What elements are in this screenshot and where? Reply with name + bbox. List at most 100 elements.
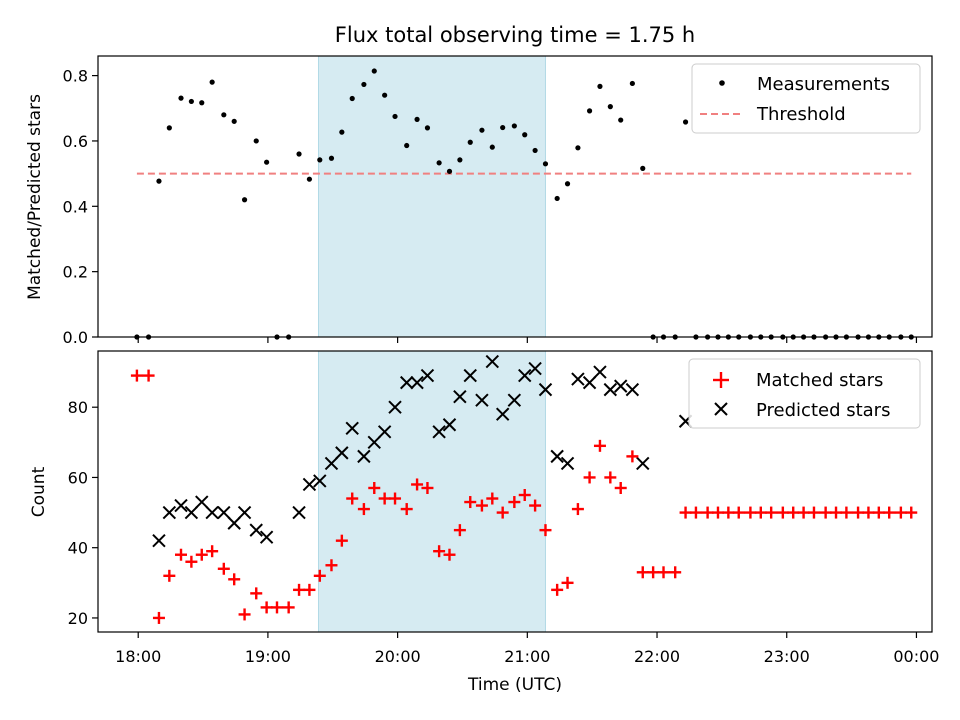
x-tick-label: 22:00	[634, 647, 680, 666]
matched-star-point	[238, 608, 251, 621]
predicted-star-point	[507, 393, 522, 407]
matched-star-point	[518, 489, 531, 502]
legend-matched-label: Matched stars	[756, 370, 883, 391]
y-tick-label: 0.8	[63, 67, 88, 86]
matched-star-point	[561, 576, 574, 589]
predicted-star-point	[420, 368, 435, 383]
predicted-star-stroke	[475, 393, 489, 407]
y-tick-label: 60	[68, 468, 88, 487]
predicted-star-point	[227, 516, 241, 530]
predicted-star-stroke	[614, 379, 628, 393]
predicted-star-stroke	[453, 389, 467, 404]
matched-star-point	[325, 559, 338, 572]
matched-star-point	[464, 496, 477, 509]
matched-star-point	[819, 506, 832, 519]
matched-star-point	[883, 506, 896, 519]
predicted-star-point	[388, 400, 402, 414]
matched-star-point	[754, 506, 767, 519]
measurement-point	[296, 151, 302, 157]
predicted-star-stroke	[485, 354, 500, 369]
matched-star-point	[421, 481, 434, 494]
measurement-point	[618, 117, 624, 123]
predicted-star-stroke	[625, 382, 640, 397]
predicted-star-point	[217, 505, 231, 520]
predicted-star-point	[324, 456, 339, 471]
time-x-axis: 18:00 19:00 20:00 21:00 22:00 23:00 00:00	[115, 632, 939, 666]
count-panel: 20 40 60 80 18:00 19:00 20:00 21:00 22:00 23:00 0…	[29, 350, 939, 695]
matched-star-point	[400, 503, 413, 516]
matched-star-point	[539, 524, 552, 537]
predicted-star-stroke	[432, 425, 446, 439]
predicted-star-stroke	[518, 368, 532, 383]
predicted-star-stroke	[603, 382, 618, 397]
predicted-star-point	[432, 425, 446, 439]
x-tick-label: 20:00	[375, 647, 421, 666]
measurement-point	[564, 181, 571, 187]
predicted-star-point	[162, 505, 177, 520]
count-panel-frame	[97, 350, 933, 633]
measurement-point	[231, 118, 237, 124]
x-tick-label: 00:00	[893, 647, 939, 666]
y-tick-label: 20	[68, 609, 88, 628]
measurement-point	[532, 147, 538, 154]
ratio-legend-box	[691, 63, 921, 134]
predicted-star-stroke	[528, 361, 542, 376]
predicted-star-stroke	[593, 365, 607, 379]
legend-matched-marker	[713, 372, 729, 388]
measurement-point	[629, 80, 635, 87]
measurement-point	[542, 161, 549, 167]
matched-star-point	[732, 506, 745, 519]
matched-star-point	[689, 506, 702, 519]
matched-star-point	[722, 506, 735, 519]
predicted-star-point	[237, 505, 252, 520]
count-legend: Matched stars Predicted stars	[688, 358, 921, 429]
predicted-star-stroke	[174, 498, 188, 513]
y-tick-label: 40	[68, 539, 88, 558]
measurement-point	[640, 165, 646, 171]
predicted-star-stroke	[538, 382, 553, 397]
matched-star-point	[593, 439, 606, 452]
figure-title: Flux total observing time = 1.75 h	[335, 23, 695, 47]
predicted-star-stroke	[442, 418, 457, 432]
predicted-star-point	[302, 477, 317, 492]
matched-star-point	[830, 506, 843, 519]
matched-star-point	[776, 506, 789, 519]
predicted-star-stroke	[582, 375, 597, 390]
predicted-star-points	[152, 354, 693, 548]
matched-star-point	[551, 583, 564, 596]
matched-star-point	[389, 492, 402, 505]
matched-star-point	[313, 569, 326, 582]
count-legend-box	[688, 358, 921, 429]
x-tick-label: 23:00	[764, 647, 810, 666]
measurement-point	[446, 168, 453, 174]
predicted-star-stroke	[162, 505, 177, 520]
matched-star-point	[163, 569, 176, 582]
legend-predicted-marker	[714, 402, 728, 416]
measurement-point	[166, 125, 172, 131]
measurement-point	[522, 132, 528, 138]
predicted-star-stroke	[152, 533, 166, 548]
predicted-star-stroke	[184, 505, 199, 520]
matched-star-point	[411, 478, 424, 491]
predicted-star-stroke	[345, 421, 359, 435]
matched-star-points	[130, 369, 918, 624]
matched-star-point	[744, 506, 757, 519]
matched-star-point	[250, 587, 263, 600]
matched-star-point	[711, 506, 724, 519]
predicted-star-point	[485, 354, 500, 369]
matched-star-point	[508, 496, 521, 509]
measurement-point	[339, 129, 345, 135]
legend-threshold-label: Threshold	[756, 104, 846, 125]
predicted-star-stroke	[560, 456, 575, 471]
predicted-star-stroke	[259, 530, 274, 544]
predicted-star-stroke	[292, 505, 306, 520]
matched-star-point	[529, 499, 542, 512]
measurement-point	[156, 178, 162, 184]
matched-star-point	[807, 506, 820, 519]
predicted-star-point	[184, 505, 199, 520]
predicted-star-stroke	[507, 393, 522, 407]
predicted-star-stroke	[335, 446, 349, 460]
y-tick-label: 0.4	[63, 197, 88, 216]
predicted-star-point	[292, 505, 306, 520]
